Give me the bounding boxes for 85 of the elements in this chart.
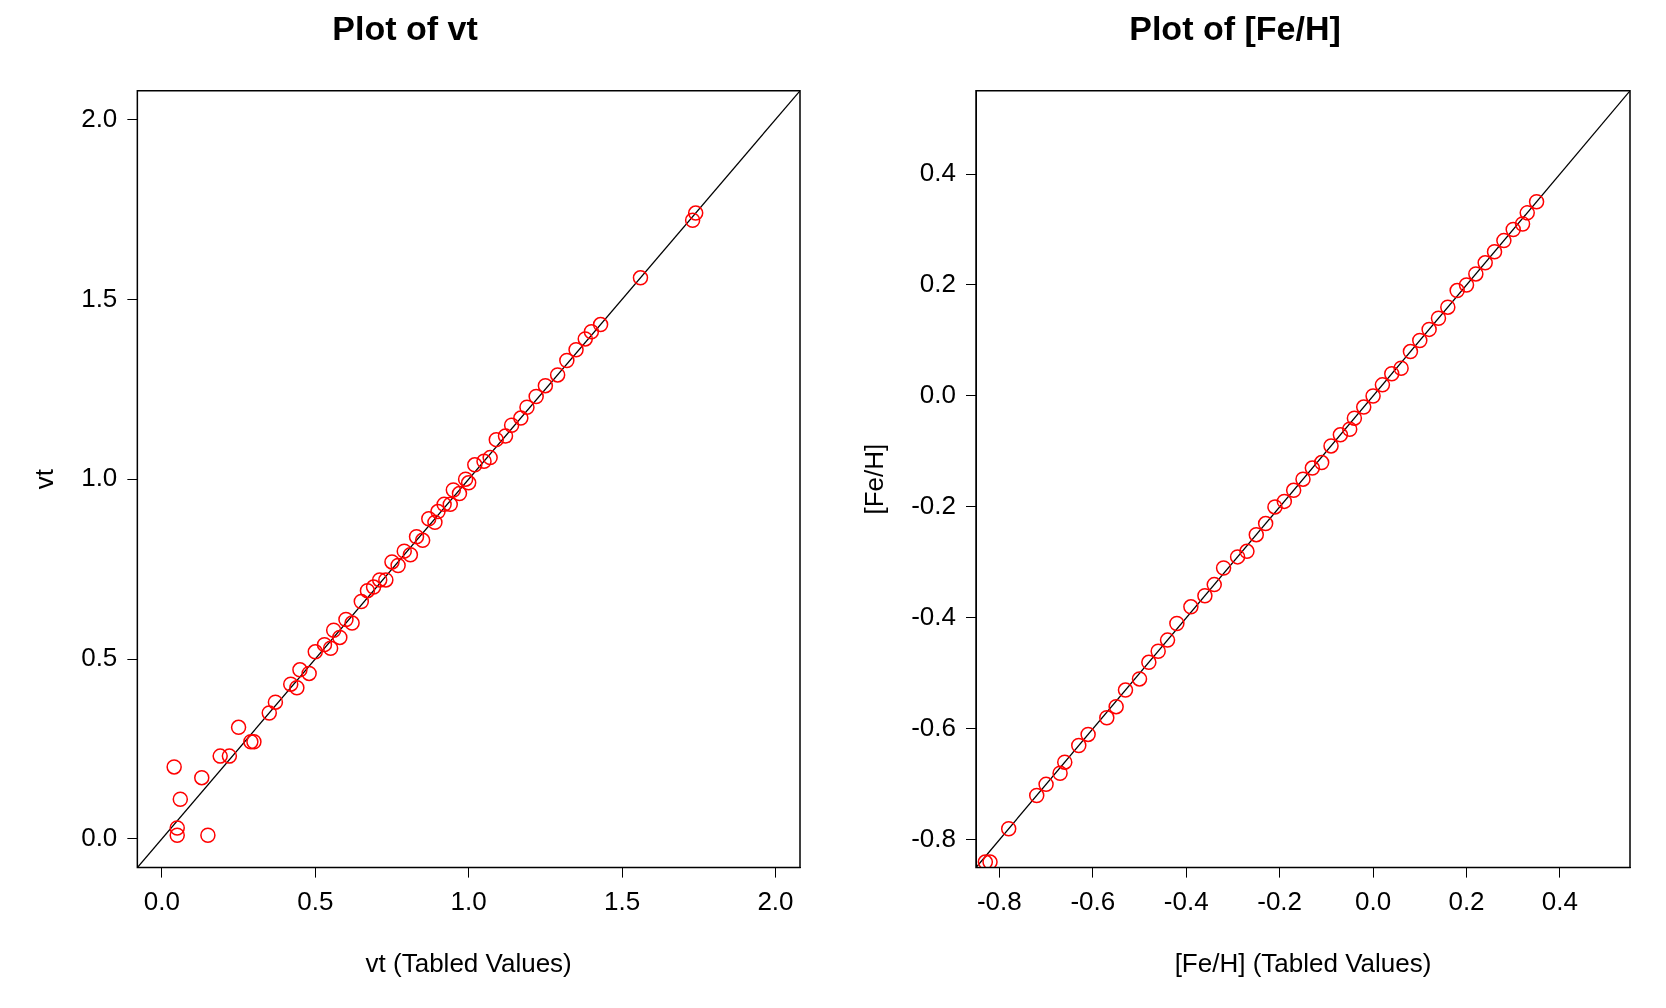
point — [1276, 493, 1293, 510]
point — [1197, 587, 1213, 604]
y-tick-label: 0.4 — [919, 157, 956, 188]
x-tick-label: 0.2 — [1448, 886, 1485, 917]
point — [1117, 682, 1134, 698]
x-axis-title: [Fe/H] (Tabled Values) — [1174, 947, 1432, 978]
point — [1000, 821, 1017, 837]
chart-title: Plot of vt — [332, 8, 478, 47]
point — [1412, 332, 1428, 349]
y-tick-label: 0.0 — [919, 379, 956, 410]
point — [1131, 671, 1148, 687]
point — [1528, 194, 1545, 210]
y-tick-label: -0.2 — [911, 490, 956, 521]
point — [1458, 277, 1475, 293]
point — [1108, 698, 1124, 715]
point — [1313, 454, 1330, 471]
x-tick-label: 2.0 — [757, 886, 794, 917]
point — [1374, 377, 1391, 393]
point — [1206, 576, 1222, 593]
point — [1052, 765, 1068, 782]
point — [1468, 266, 1484, 282]
point — [1248, 526, 1265, 543]
point — [1323, 438, 1339, 454]
y-axis-title: [Fe/H] — [858, 443, 889, 515]
point — [1496, 232, 1512, 249]
x-axis-title: vt (Tabled Values) — [365, 947, 572, 978]
x-tick-label: -0.6 — [1070, 886, 1116, 917]
y-tick-label: 0.2 — [919, 268, 956, 299]
point — [1514, 216, 1531, 232]
point — [1229, 549, 1246, 565]
chart-title: Plot of [Fe/H] — [1129, 8, 1341, 47]
point — [1038, 776, 1054, 793]
point — [1099, 710, 1115, 726]
point — [982, 854, 998, 868]
x-tick-label: 0.0 — [1354, 886, 1392, 917]
point — [1365, 388, 1381, 404]
point — [1169, 615, 1185, 632]
x-tick-label: -0.8 — [976, 886, 1022, 917]
point — [1267, 499, 1283, 515]
point — [1421, 321, 1437, 338]
x-tick-label: -0.2 — [1257, 886, 1303, 917]
x-tick-label: -0.4 — [1163, 886, 1209, 917]
point — [1150, 643, 1166, 659]
x-tick-label: 0.5 — [297, 886, 334, 917]
y-tick-label: -0.8 — [911, 823, 956, 854]
x-tick-label: 0.0 — [143, 886, 180, 917]
point — [1295, 471, 1311, 487]
y-tick-label: 0.0 — [81, 822, 118, 852]
x-tick-label: 0.4 — [1541, 886, 1579, 917]
point — [1355, 399, 1372, 415]
point — [1440, 299, 1456, 315]
point — [1285, 482, 1302, 499]
point — [1393, 360, 1409, 376]
y-tick-label: 0.5 — [81, 642, 118, 673]
point — [1332, 427, 1349, 443]
y-axis-title: vt — [28, 468, 59, 490]
x-tick-label: 1.0 — [450, 886, 487, 917]
point — [1080, 726, 1096, 743]
point — [1159, 632, 1176, 648]
y-tick-label: 1.5 — [81, 282, 118, 313]
point — [1505, 221, 1521, 238]
point — [1486, 243, 1503, 260]
point — [1384, 366, 1400, 382]
point — [1183, 599, 1199, 615]
y-tick-label: -0.6 — [911, 712, 956, 743]
x-tick-label: 1.5 — [603, 886, 641, 917]
point — [1449, 282, 1465, 299]
point — [1071, 737, 1087, 754]
point — [1346, 410, 1363, 426]
point — [1215, 560, 1232, 576]
y-tick-label: 2.0 — [81, 102, 118, 133]
point — [1430, 310, 1447, 327]
point — [977, 854, 994, 868]
point — [1057, 754, 1073, 770]
y-tick-label: -0.4 — [911, 601, 956, 632]
point — [1477, 255, 1493, 271]
point — [1341, 421, 1358, 438]
point — [1257, 515, 1274, 532]
point — [1239, 543, 1255, 560]
point — [1028, 787, 1045, 804]
point — [1402, 343, 1419, 360]
y-tick-label: 1.0 — [81, 462, 118, 493]
point — [1304, 460, 1321, 476]
point — [1141, 654, 1157, 671]
point — [1519, 205, 1535, 221]
